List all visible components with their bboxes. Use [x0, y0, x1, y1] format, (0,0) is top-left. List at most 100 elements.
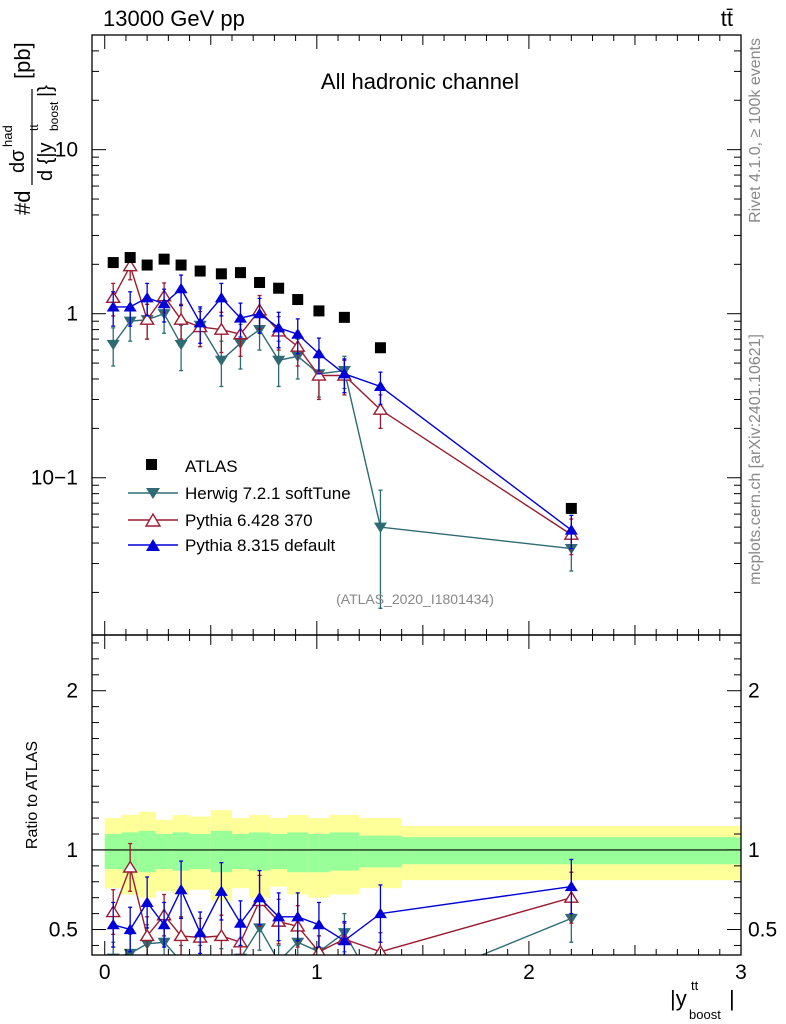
ratio-inner-band [329, 832, 360, 871]
ratio-inner-band [308, 834, 330, 873]
main-atlas-point [141, 259, 153, 271]
ratio-pythia-8-315-default-point [272, 910, 286, 922]
main-pythia-8-315-default-point [157, 297, 171, 309]
ratio-y-tick-label: 2 [66, 680, 78, 703]
ratio-y-tick-label: 1 [66, 839, 78, 862]
main-pythia-6-428-370-point [213, 322, 230, 335]
ratio-inner-band [231, 834, 249, 870]
ratio-herwig-7-2-1-softtune-point [194, 957, 207, 967]
ratio-inner-band [248, 832, 271, 871]
legend-pythia6-label: Pythia 6.428 370 [185, 511, 313, 530]
ratio-inner-band [104, 834, 122, 870]
x-label-tt: tt [691, 978, 699, 993]
main-pythia-8-315-default-point [193, 316, 207, 328]
main-pythia-8-315-default-point [233, 312, 247, 323]
main-atlas-point [254, 276, 266, 288]
ratio-pythia-8-315-default-point [253, 891, 267, 903]
ratio-herwig-7-2-1-softtune-point [272, 957, 285, 967]
ratio-herwig-7-2-1-softtune-point [175, 957, 188, 967]
ratio-uncertainty-bands [92, 810, 741, 901]
main-y-tick-label: 1 [66, 303, 78, 326]
y-label-had: had [0, 125, 15, 147]
ratio-pythia-6-428-370-point [213, 928, 230, 942]
x-tick-label: 1 [311, 961, 323, 984]
legend-herwig-marker [146, 488, 160, 499]
main-plot: 10−1 1 10 All hadronic channel (ATLAS_2020… [0, 34, 742, 636]
main-y-axis-label: #d dσ had d {|y tt boost |} [pb] [0, 42, 61, 215]
ratio-pythia-8-315-default-point [140, 896, 154, 908]
main-atlas-point [273, 282, 285, 294]
main-herwig-7-2-1-softtune-point [272, 355, 286, 367]
mcplots-reference-label: mcplots.cern.ch [arXiv:2401.10621] [747, 334, 764, 585]
legend: ATLAS Herwig 7.2.1 softTune Pythia 6.428… [128, 457, 351, 555]
ratio-y-tick-label: 0.5 [49, 919, 78, 942]
main-axis-ticks: 10−1 1 10 [31, 34, 742, 635]
ratio-herwig-7-2-1-softtune-point [253, 923, 267, 934]
main-pythia-6-428-370-point [372, 402, 389, 415]
legend-atlas-marker [146, 459, 157, 470]
ratio-pythia-6-428-370-point [312, 944, 326, 955]
y-label-boost: boost [47, 101, 61, 131]
main-herwig-7-2-1-softtune-point [373, 522, 387, 533]
main-pythia-8-315-default-point [312, 347, 326, 359]
ratio-inner-band [287, 832, 309, 873]
y-label-close: |} [35, 85, 57, 97]
main-atlas-point [338, 311, 350, 323]
ratio-pythia-8-315-default-point [214, 885, 228, 896]
x-tick-label: 2 [523, 961, 535, 984]
legend-pythia6-marker [144, 512, 162, 527]
ratio-inner-band [155, 834, 173, 870]
ratio-pythia-8-315-default-point [174, 883, 188, 895]
main-atlas-point [374, 342, 386, 354]
main-pythia-8-315-default-point [272, 321, 286, 333]
main-atlas-point [124, 252, 136, 264]
ratio-inner-band [210, 830, 232, 873]
y-label-unit: [pb] [10, 42, 35, 79]
ratio-pythia-8-315-default-point [337, 934, 351, 946]
main-atlas-point [215, 268, 227, 280]
ratio-pythia-8-315-default-point [157, 918, 171, 930]
x-tick-label: 3 [735, 961, 747, 984]
x-label-boost: boost [689, 1007, 721, 1022]
ratio-pythia-8-315-default-point [291, 910, 305, 922]
main-herwig-7-2-1-softtune-line [112, 312, 572, 550]
main-plot-title: All hadronic channel [321, 69, 519, 94]
y-label-dsigma: dσ [7, 149, 29, 173]
ratio-pythia-8-315-default-point [312, 918, 326, 930]
ratio-inner-band [172, 832, 190, 871]
main-atlas-point [313, 305, 325, 317]
main-atlas-point [292, 294, 304, 306]
ratio-inner-band [138, 830, 156, 873]
ratio-y-tick-label-right: 1 [748, 839, 760, 862]
main-herwig-7-2-1-softtune-point [174, 339, 188, 351]
legend-herwig-label: Herwig 7.2.1 softTune [185, 484, 351, 503]
main-atlas-point [234, 267, 246, 279]
main-pythia-6-428-370-point [173, 312, 189, 325]
ratio-inner-band [359, 835, 402, 868]
ratio-herwig-7-2-1-softtune-point [215, 960, 228, 970]
main-pythia-8-315-default-point [174, 282, 188, 294]
main-atlas-point [194, 265, 206, 277]
main-atlas-point [175, 259, 187, 271]
ratio-y-tick-label-right: 2 [748, 680, 760, 703]
main-atlas-point [107, 257, 119, 269]
main-pythia-8-315-default-point [291, 328, 305, 339]
main-atlas-point [158, 253, 170, 265]
ratio-pythia-6-428-370-point [139, 928, 155, 942]
ratio-y-tick-label-right: 0.5 [748, 919, 777, 942]
ratio-series-layer [105, 842, 580, 970]
main-y-tick-label: 10−1 [31, 467, 78, 490]
main-pythia-8-315-default-point [214, 291, 228, 303]
main-pythia-8-315-default-point [140, 291, 154, 303]
x-tick-label: 0 [99, 961, 111, 984]
ratio-inner-band [270, 834, 288, 870]
energy-label: 13000 GeV pp [103, 6, 245, 31]
rivet-version-label: Rivet 4.1.0, ≥ 100k events [747, 38, 764, 223]
ratio-pythia-8-315-default-point [373, 907, 387, 919]
legend-atlas-label: ATLAS [185, 457, 238, 476]
ratio-pythia-8-315-default-point [193, 926, 207, 938]
main-pythia-8-315-default-point [106, 301, 120, 312]
ratio-plot: 0.5 0.5 1 1 2 2 0 1 2 3 Ratio to ATLAS |y tt boos… [24, 634, 777, 1022]
ratio-pythia-6-428-370-point [122, 860, 138, 873]
x-axis-label: |y tt boost | [670, 978, 735, 1022]
